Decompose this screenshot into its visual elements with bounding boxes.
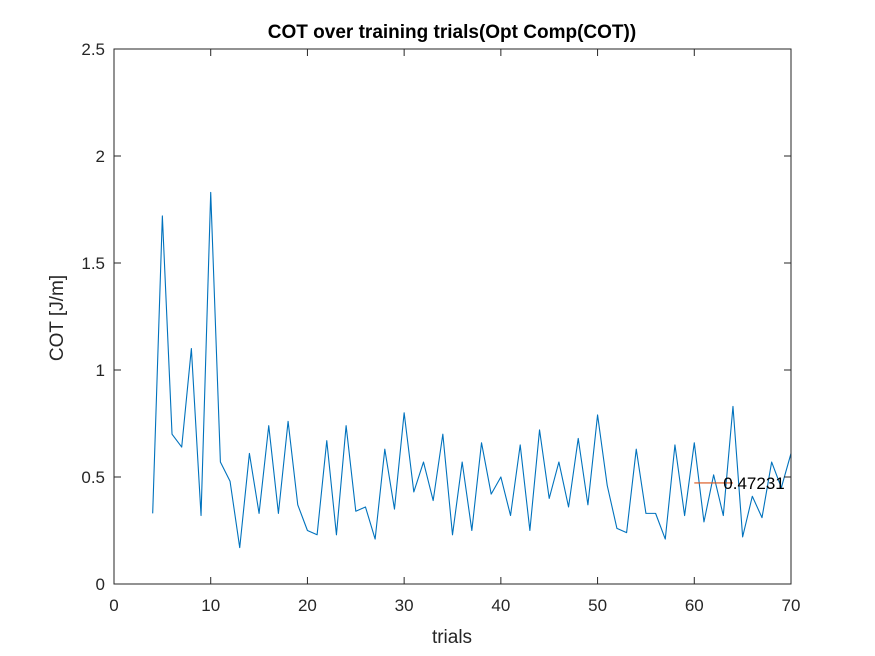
y-tick-label: 0 [96,575,105,594]
x-tick-label: 50 [588,596,607,615]
y-tick-label: 2.5 [81,40,105,59]
plot-area [114,49,791,584]
y-tick-label: 0.5 [81,468,105,487]
axes-layer [113,48,792,585]
series-layer [152,191,792,549]
x-tick-label: 0 [109,596,118,615]
y-axis-label: COT [J/m] [47,275,68,361]
ticks-layer: 0 10 20 30 40 50 60 70 0 0.5 1 1.5 2 2.5 [81,40,800,615]
x-tick-label: 40 [491,596,510,615]
x-tick-label: 10 [201,596,220,615]
series-line-1 [152,191,792,549]
chart-title: COT over training trials(Opt Comp(COT)) [268,22,636,43]
y-tick-label: 1 [96,361,105,380]
axes-box [113,48,792,585]
x-tick-label: 70 [782,596,801,615]
data-annotation: 0.47231 [723,474,784,493]
annotation-layer: 0.47231 [723,474,784,493]
x-axis-label: trials [432,627,472,648]
x-tick-label: 20 [298,596,317,615]
x-tick-label: 60 [685,596,704,615]
x-tick-label: 30 [395,596,414,615]
y-tick-label: 2 [96,147,105,166]
y-tick-label: 1.5 [81,254,105,273]
